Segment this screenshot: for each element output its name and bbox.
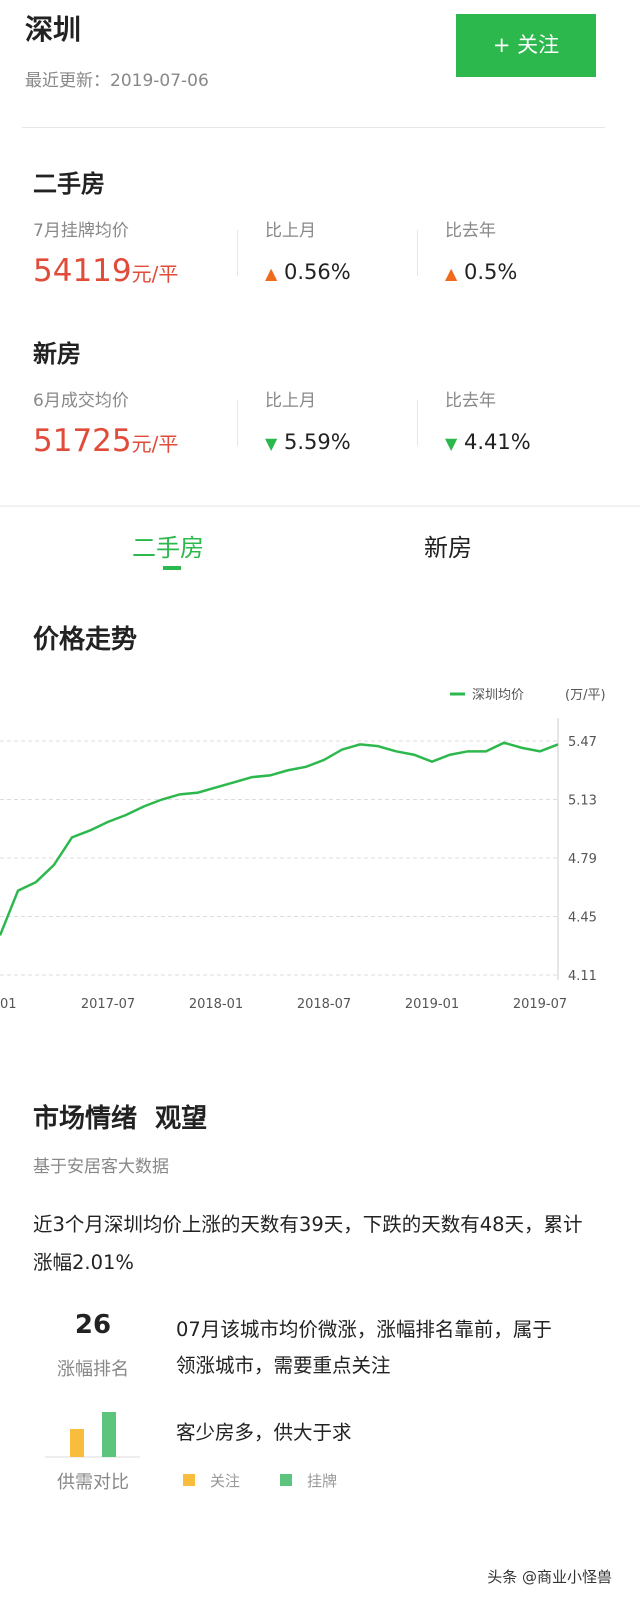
sentiment-status: 观望 xyxy=(155,1104,208,1134)
down-arrow: ▼ xyxy=(445,434,458,453)
x-tick-label: 2018-07 xyxy=(297,997,351,1012)
tab[interactable]: 新房 xyxy=(424,534,472,562)
bar xyxy=(102,1412,116,1457)
mom-value: 5.59% xyxy=(284,430,351,454)
price-label: 7月挂牌均价 xyxy=(33,221,129,241)
rank: 26 xyxy=(74,1310,112,1340)
yoy-label: 比去年 xyxy=(445,221,496,241)
mom: ▼ 5.59% xyxy=(265,430,351,454)
rank-label: 涨幅排名 xyxy=(57,1359,129,1380)
follow-button[interactable]: + 关注 xyxy=(456,14,596,77)
price-unit: 元/平 xyxy=(131,262,179,286)
legend-swatch xyxy=(280,1474,292,1486)
sentiment-label: 市场情绪 xyxy=(33,1104,138,1134)
chart-title: 价格走势 xyxy=(33,625,138,655)
x-tick-label: 2019-07 xyxy=(513,997,567,1012)
sentiment-title: 市场情绪 观望 xyxy=(33,1098,207,1135)
tab[interactable]: 二手房 xyxy=(132,534,204,562)
y-tick-label: 4.79 xyxy=(568,852,597,867)
yoy-label: 比去年 xyxy=(445,391,496,411)
y-tick-label: 4.11 xyxy=(568,969,597,984)
price-value: 51725 xyxy=(33,423,132,459)
x-tick-label: 2017-07 xyxy=(81,997,135,1012)
y-tick-label: 4.45 xyxy=(568,911,597,926)
x-tick-label: 01 xyxy=(0,997,17,1012)
divider xyxy=(22,127,605,128)
mom-value: 0.56% xyxy=(284,260,351,284)
divider xyxy=(237,400,238,446)
y-tick-label: 5.47 xyxy=(568,735,597,750)
yoy-value: 0.5% xyxy=(464,260,518,284)
divider xyxy=(417,230,418,276)
x-tick-label: 2019-01 xyxy=(405,997,459,1012)
yoy: ▲ 0.5% xyxy=(445,260,517,284)
divider xyxy=(237,230,238,276)
divider xyxy=(417,400,418,446)
bar xyxy=(70,1429,84,1457)
legend-label: 挂牌 xyxy=(307,1472,337,1490)
city: 深圳 xyxy=(25,13,82,46)
watermark: 头条 @商业小怪兽 xyxy=(487,1568,612,1586)
supply-chart: 关注 挂牌 xyxy=(45,1412,337,1490)
price-unit: 元/平 xyxy=(131,432,179,456)
legend-label: 深圳均价 xyxy=(472,688,524,703)
price: 51725元/平 xyxy=(33,423,178,459)
yoy: ▼ 4.41% xyxy=(445,430,531,454)
y-tick-label: 5.13 xyxy=(568,794,597,809)
supply-label: 供需对比 xyxy=(57,1472,129,1493)
up-arrow: ▲ xyxy=(265,264,278,283)
summary: 近3个月深圳均价上涨的天数有39天，下跌的天数有48天，累计涨幅2.01% xyxy=(33,1213,583,1274)
price: 54119元/平 xyxy=(33,253,178,289)
supply-desc: 客少房多，供大于求 xyxy=(176,1421,352,1444)
unit-label: (万/平) xyxy=(565,688,606,703)
mom-label: 比上月 xyxy=(265,221,316,241)
yoy-value: 4.41% xyxy=(464,430,531,454)
up-arrow: ▲ xyxy=(445,264,458,283)
price-value: 54119 xyxy=(33,253,132,289)
updated: 最近更新：2019-07-06 xyxy=(25,71,209,91)
source: 基于安居客大数据 xyxy=(33,1157,169,1177)
legend-swatch xyxy=(183,1474,195,1486)
price-label: 6月成交均价 xyxy=(33,391,129,411)
legend-label: 关注 xyxy=(210,1472,240,1490)
section-title: 二手房 xyxy=(33,170,105,198)
tab-indicator xyxy=(163,566,181,570)
down-arrow: ▼ xyxy=(265,434,278,453)
mom: ▲ 0.56% xyxy=(265,260,351,284)
separator xyxy=(0,505,640,507)
mom-label: 比上月 xyxy=(265,391,316,411)
rank-desc: 07月该城市均价微涨，涨幅排名靠前，属于领涨城市，需要重点关注 xyxy=(176,1318,552,1377)
section-title: 新房 xyxy=(33,340,81,368)
line xyxy=(0,741,559,936)
x-tick-label: 2018-01 xyxy=(189,997,243,1012)
chart: 4.11 4.45 4.79 5.13 5.47 01 2017-07 2018-01 2018… xyxy=(0,688,606,1012)
